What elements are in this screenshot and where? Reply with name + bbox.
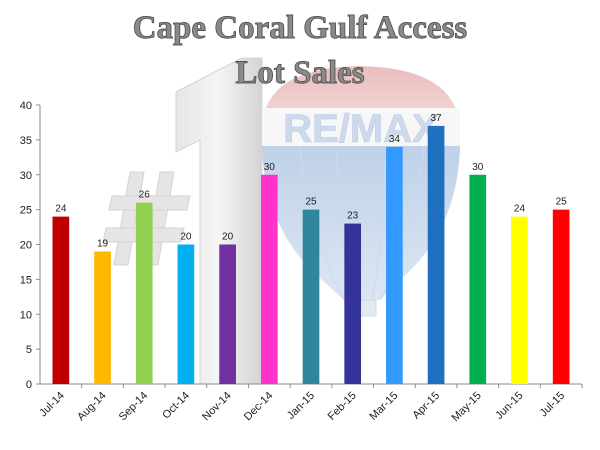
data-label: 20 [222, 232, 234, 243]
bar-oct-14 [177, 244, 195, 384]
bar-nov-14 [219, 244, 236, 384]
bar-mar-15 [386, 146, 403, 384]
data-label: 30 [264, 162, 276, 173]
x-axis-ticks: Jul-14 Aug-14 Sep-14 Oct-14 Nov-14 Dec-14 Jan-… [37, 384, 583, 424]
y-tick-label: 5 [26, 344, 32, 356]
data-label: 37 [431, 113, 443, 124]
x-tick-label: Jun-15 [493, 390, 525, 422]
y-tick-label: 0 [26, 379, 32, 391]
bar-jan-15 [302, 209, 320, 384]
y-tick-label: 20 [20, 240, 32, 252]
x-tick-label: Jul-15 [538, 390, 568, 420]
x-tick-label: Dec-14 [242, 390, 276, 424]
data-label: 25 [556, 197, 568, 208]
bar-feb-15 [344, 223, 362, 384]
badge-text: #1 [0, 0, 2, 1]
bar-aug-14 [94, 251, 111, 384]
x-tick-label: Nov-14 [200, 390, 234, 424]
x-tick-label: Aug-14 [75, 390, 109, 424]
bar-jul-15 [552, 209, 570, 384]
x-tick-label: May-15 [449, 390, 483, 424]
data-label: 30 [472, 162, 484, 173]
data-label: 20 [180, 232, 192, 243]
bar-sep-14 [135, 202, 153, 384]
y-tick-label: 30 [20, 170, 32, 182]
y-tick-label: 35 [20, 135, 32, 147]
x-tick-label: Mar-15 [367, 390, 400, 423]
x-tick-label: Sep-14 [117, 390, 151, 424]
chart-title-line-1: Cape Coral Gulf Access [133, 10, 468, 46]
x-tick-label: Feb-15 [326, 390, 359, 423]
bar-apr-15 [427, 125, 445, 385]
data-label: 19 [97, 238, 109, 249]
data-label: 34 [389, 134, 401, 145]
y-tick-label: 40 [20, 100, 32, 112]
bar-dec-14 [260, 174, 278, 384]
chart-title-line-2: Lot Sales [235, 55, 364, 91]
data-label: 24 [514, 204, 526, 215]
x-tick-label: Apr-15 [410, 390, 442, 422]
bar-jul-14 [52, 216, 70, 384]
data-label: 25 [305, 197, 317, 208]
y-tick-label: 15 [20, 274, 32, 286]
x-tick-label: Jul-14 [37, 390, 67, 420]
data-label: 26 [139, 190, 151, 201]
y-axis-ticks: 0 5 10 15 20 25 30 35 40 [20, 100, 40, 391]
bars [52, 125, 570, 385]
data-labels: 24 19 26 20 20 30 25 23 34 37 30 24 25 [55, 113, 567, 250]
bar-jun-15 [511, 216, 528, 384]
remax-logo-text: RE/MAX [283, 107, 439, 151]
bar-may-15 [469, 174, 487, 384]
data-label: 23 [347, 211, 359, 222]
x-tick-label: Jan-15 [285, 390, 317, 422]
data-label: 24 [55, 204, 67, 215]
y-tick-label: 10 [20, 309, 32, 321]
x-tick-label: Oct-14 [160, 390, 192, 422]
y-tick-label: 25 [20, 205, 32, 217]
